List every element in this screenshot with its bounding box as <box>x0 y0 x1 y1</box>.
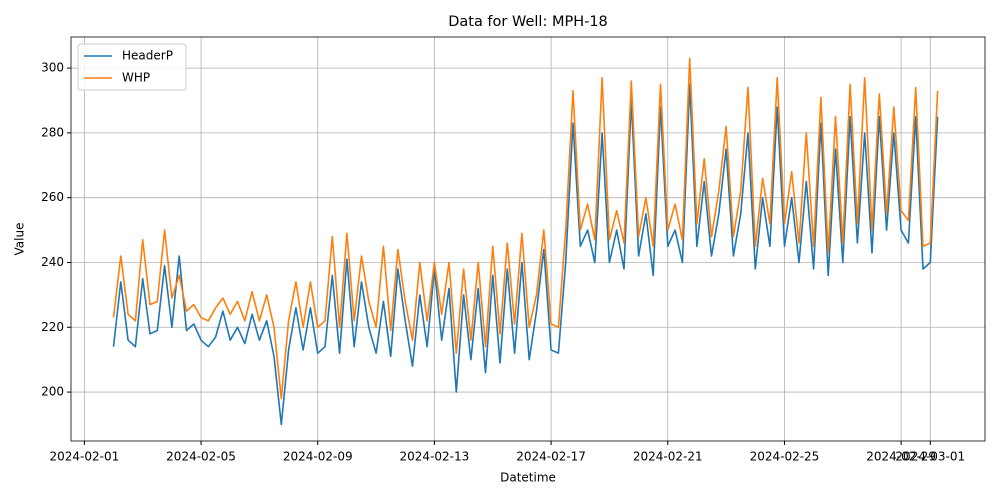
y-axis-label: Value <box>13 223 27 256</box>
data-line <box>112 57 939 400</box>
chart-title: Data for Well: MPH-18 <box>448 14 608 30</box>
x-tick-label: 2024-02-25 <box>750 450 820 464</box>
x-axis-label: Datetime <box>500 471 556 485</box>
x-tick-label: 2024-02-17 <box>516 450 586 464</box>
y-tick-label: 280 <box>41 125 64 139</box>
plot-frame <box>70 36 986 442</box>
x-tick-label: 2024-03-01 <box>895 450 965 464</box>
x-tick-label: 2024-02-05 <box>166 450 236 464</box>
y-tick-label: 300 <box>41 61 64 75</box>
legend-label: WHP <box>122 71 150 85</box>
y-tick-label: 240 <box>41 255 64 269</box>
data-line <box>112 83 939 426</box>
y-tick-label: 260 <box>41 190 64 204</box>
legend-label: HeaderP <box>122 49 173 63</box>
y-tick-label: 200 <box>41 385 64 399</box>
x-tick-label: 2024-02-29 <box>866 450 936 464</box>
x-tick-label: 2024-02-13 <box>400 450 470 464</box>
y-tick-label: 220 <box>41 320 64 334</box>
x-tick-label: 2024-02-01 <box>49 450 119 464</box>
x-tick-label: 2024-02-21 <box>633 450 703 464</box>
x-tick-label: 2024-02-09 <box>283 450 353 464</box>
